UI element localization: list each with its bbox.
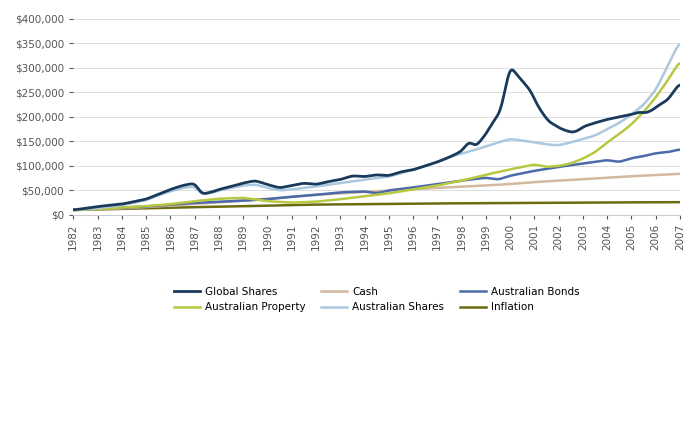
Australian Shares <box>364 177 372 182</box>
Australian Bonds <box>658 150 666 155</box>
Line: Global Shares: Global Shares <box>74 70 680 210</box>
Global Shares <box>100 204 108 209</box>
Australian Bonds <box>676 147 684 152</box>
Australian Bonds <box>547 166 555 171</box>
Inflation <box>348 202 356 207</box>
Australian Bonds <box>348 190 356 195</box>
Cash <box>658 172 666 177</box>
Cash <box>69 207 78 212</box>
Inflation <box>547 200 555 205</box>
Australian Property <box>658 85 666 90</box>
Inflation <box>69 207 78 212</box>
Australian Shares <box>658 74 666 79</box>
Australian Bonds <box>100 206 108 211</box>
Global Shares <box>508 67 516 73</box>
Australian Shares <box>658 75 666 80</box>
Inflation <box>100 207 108 212</box>
Inflation <box>658 200 666 205</box>
Australian Shares <box>100 205 108 210</box>
Legend: Global Shares, Australian Property, Cash, Australian Shares, Australian Bonds, I: Global Shares, Australian Property, Cash… <box>169 283 584 316</box>
Cash <box>364 189 372 194</box>
Australian Property <box>658 86 666 91</box>
Australian Shares <box>69 207 78 212</box>
Inflation <box>676 200 684 205</box>
Line: Australian Property: Australian Property <box>74 64 680 210</box>
Cash <box>676 171 684 176</box>
Global Shares <box>659 100 667 106</box>
Line: Australian Bonds: Australian Bonds <box>74 150 680 210</box>
Cash <box>547 179 555 184</box>
Global Shares <box>69 207 78 212</box>
Cash <box>658 172 666 177</box>
Australian Shares <box>676 42 684 47</box>
Global Shares <box>547 120 556 126</box>
Global Shares <box>364 173 372 179</box>
Global Shares <box>676 83 684 88</box>
Australian Property <box>348 195 356 200</box>
Australian Shares <box>547 142 555 147</box>
Australian Property <box>364 193 372 198</box>
Australian Property <box>100 206 108 211</box>
Australian Property <box>676 61 684 66</box>
Cash <box>348 190 356 195</box>
Line: Cash: Cash <box>74 174 680 210</box>
Australian Shares <box>348 179 356 184</box>
Global Shares <box>658 100 666 106</box>
Global Shares <box>348 173 356 179</box>
Australian Property <box>547 164 555 169</box>
Australian Bonds <box>658 150 666 155</box>
Cash <box>100 206 108 212</box>
Australian Bonds <box>364 190 372 195</box>
Line: Inflation: Inflation <box>74 202 680 210</box>
Inflation <box>364 201 372 206</box>
Australian Property <box>69 207 78 212</box>
Inflation <box>658 200 666 205</box>
Line: Australian Shares: Australian Shares <box>74 45 680 210</box>
Australian Bonds <box>69 207 78 212</box>
